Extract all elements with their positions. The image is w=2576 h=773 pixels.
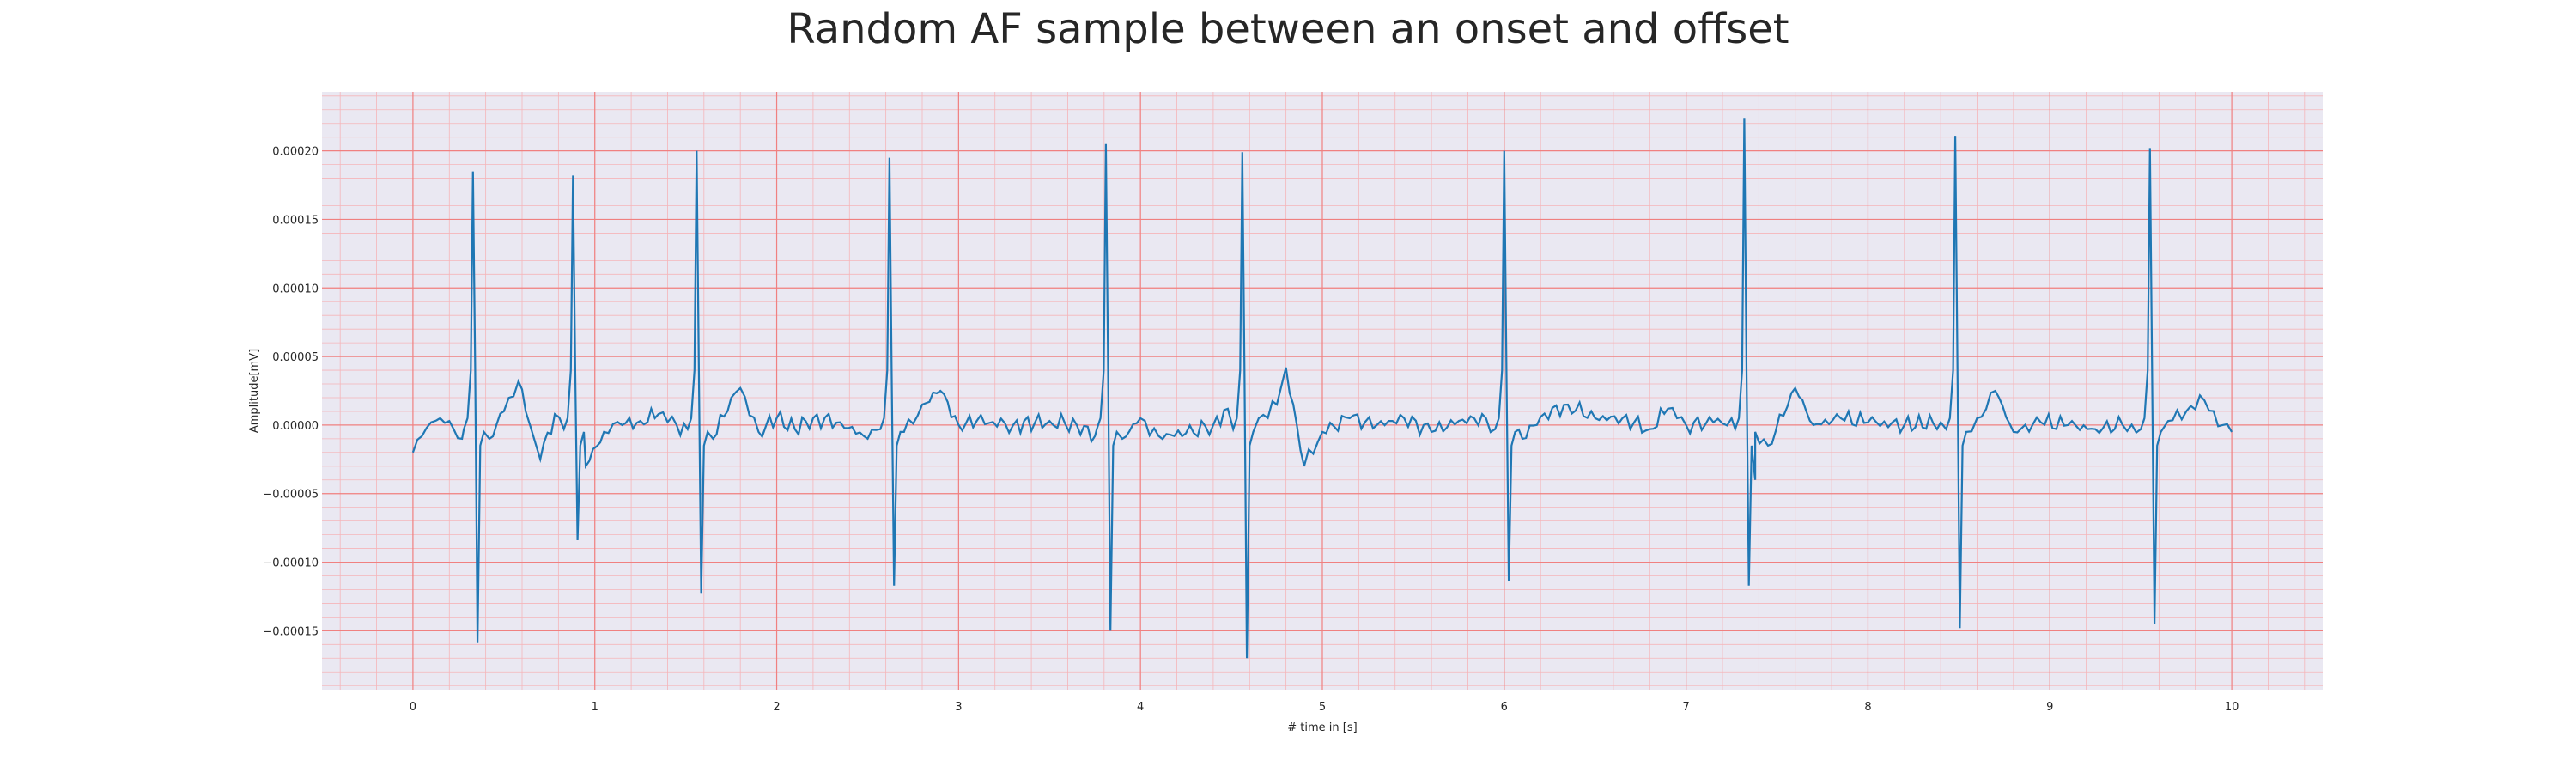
y-tick-label: 0.00020: [272, 146, 319, 159]
x-tick-label: 4: [1137, 701, 1144, 714]
y-tick-label: −0.00015: [263, 625, 319, 638]
y-tick-label: 0.00010: [272, 283, 319, 295]
y-tick-label: 0.00015: [272, 214, 319, 227]
y-tick-label: 0.00005: [272, 351, 319, 364]
x-tick-label: 5: [1319, 701, 1326, 714]
x-tick-label: 1: [592, 701, 598, 714]
x-tick-label: 6: [1501, 701, 1508, 714]
x-tick-label: 9: [2046, 701, 2053, 714]
y-tick-label: −0.00005: [263, 489, 319, 502]
x-axis-label: # time in [s]: [1287, 721, 1357, 734]
x-tick-label: 10: [2225, 701, 2239, 714]
x-axis: 0 1 2 3 4 5 6 7 8 9 10: [410, 701, 2239, 714]
y-axis: −0.00015 −0.00010 −0.00005 0.00000 0.00005 0.…: [263, 146, 319, 639]
y-axis-label: Amplitude[mV]: [248, 349, 261, 433]
y-tick-label: 0.00000: [272, 420, 319, 433]
chart-title: Random AF sample between an onset and of…: [787, 5, 1789, 53]
major-grid: [322, 92, 2323, 690]
x-tick-label: 7: [1682, 701, 1689, 714]
x-tick-label: 2: [773, 701, 780, 714]
y-tick-label: −0.00010: [263, 557, 319, 570]
x-tick-label: 0: [410, 701, 416, 714]
series-line: [411, 118, 2233, 659]
x-tick-label: 3: [955, 701, 962, 714]
x-tick-label: 8: [1864, 701, 1871, 714]
